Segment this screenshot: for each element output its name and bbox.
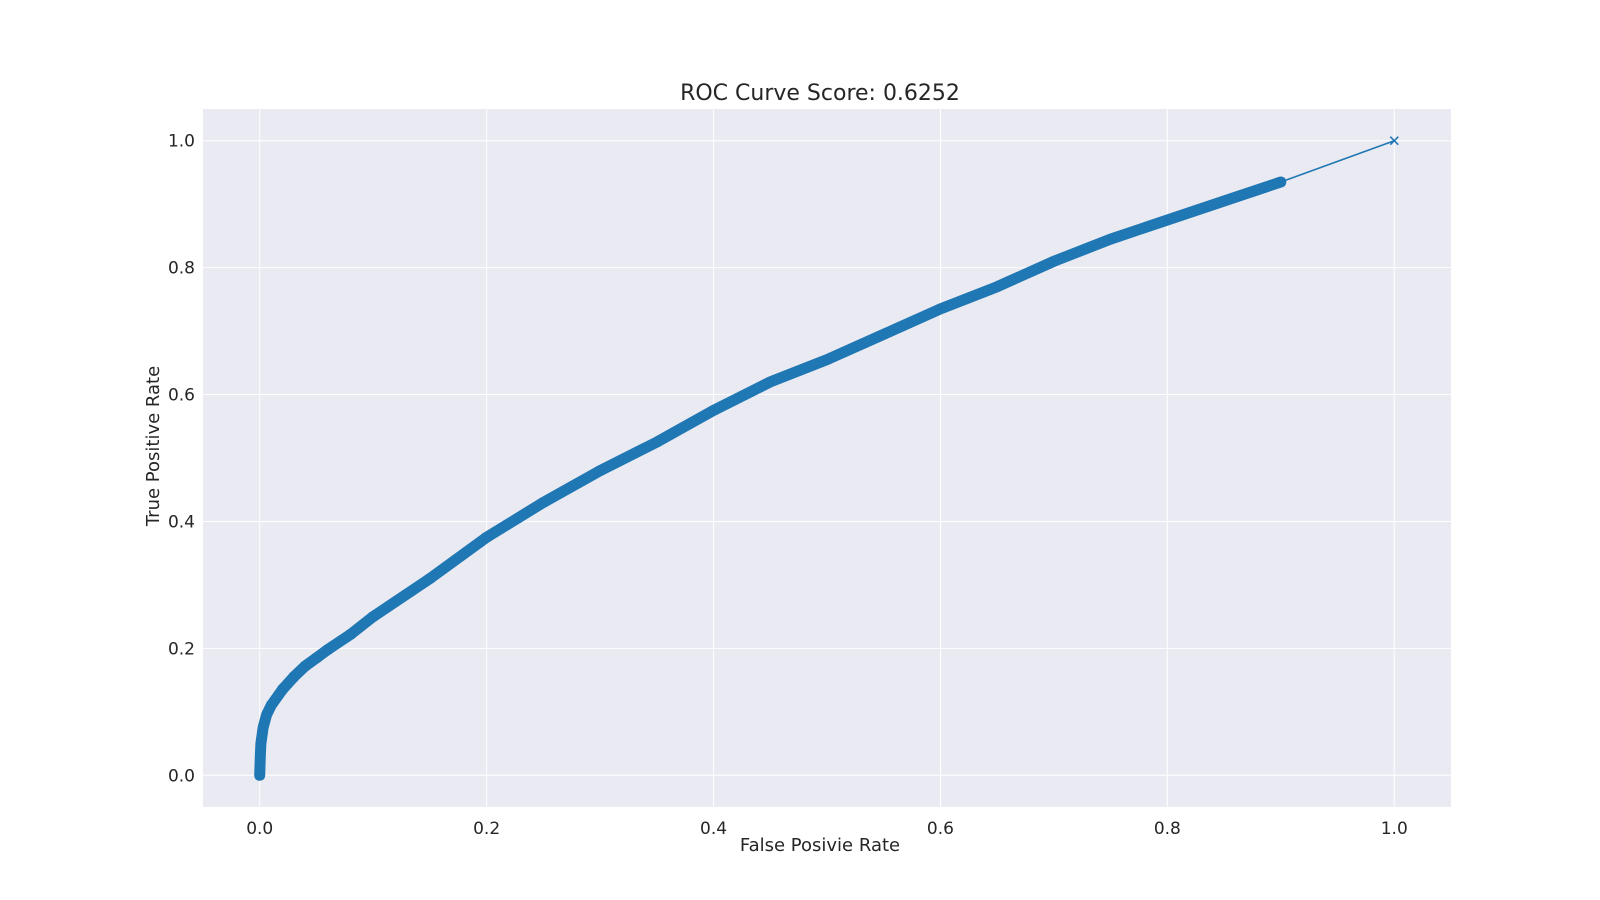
roc-point-marker xyxy=(311,653,322,663)
chart-title: ROC Curve Score: 0.6252 xyxy=(680,81,960,106)
roc-point-marker xyxy=(323,645,333,655)
x-tick-labels: 0.0 0.2 0.4 0.6 0.8 1.0 xyxy=(246,819,1408,839)
x-tick-label: 0.8 xyxy=(1154,819,1181,839)
roc-curve-line xyxy=(1280,139,1395,183)
roc-point-marker xyxy=(595,466,605,476)
roc-point-marker xyxy=(538,497,548,507)
roc-point-marker xyxy=(255,751,265,761)
roc-point-marker xyxy=(1219,196,1229,206)
roc-point-marker xyxy=(258,723,268,733)
roc-point-marker xyxy=(277,685,287,695)
roc-point-marker xyxy=(1162,215,1172,225)
y-tick-label: 0.0 xyxy=(168,766,195,786)
roc-endpoint-marker xyxy=(1389,136,1399,146)
y-tick-label: 0.2 xyxy=(168,639,195,659)
roc-point-marker xyxy=(1106,234,1116,244)
y-tick-label: 1.0 xyxy=(168,132,195,152)
roc-point-marker xyxy=(255,770,265,780)
roc-point-marker xyxy=(992,282,1002,292)
grid-lines xyxy=(203,109,1451,807)
y-tick-label: 0.6 xyxy=(168,386,195,406)
x-tick-label: 0.2 xyxy=(473,819,500,839)
roc-point-marker xyxy=(425,573,435,584)
roc-point-marker xyxy=(266,700,276,711)
x-tick-label: 0.4 xyxy=(700,819,727,839)
roc-point-marker xyxy=(368,612,378,622)
series-layer xyxy=(254,136,1399,781)
x-tick-label: 0.0 xyxy=(246,819,273,839)
y-tick-label: 0.4 xyxy=(168,512,195,532)
roc-point-marker xyxy=(1049,256,1059,266)
y-axis-label: True Positive Rate xyxy=(143,366,164,527)
roc-point-marker xyxy=(765,377,775,387)
roc-point-marker xyxy=(289,672,299,682)
roc-point-marker xyxy=(261,710,272,720)
roc-point-marker xyxy=(345,629,356,639)
roc-point-marker xyxy=(256,738,266,749)
roc-point-marker xyxy=(482,532,492,542)
roc-point-marker xyxy=(879,329,889,339)
y-tick-label: 0.8 xyxy=(168,259,195,279)
plot-area-background xyxy=(203,109,1451,807)
x-axis-label: False Posivie Rate xyxy=(740,835,900,856)
x-tick-label: 1.0 xyxy=(1381,819,1408,839)
roc-point-marker xyxy=(1276,177,1286,187)
roc-point-marker xyxy=(300,661,310,671)
roc-point-marker xyxy=(935,304,946,314)
roc-point-marker xyxy=(652,437,662,447)
roc-point-marker xyxy=(708,405,719,415)
x-tick-label: 0.6 xyxy=(927,819,954,839)
roc-point-marker xyxy=(822,355,832,365)
y-tick-labels: 0.0 0.2 0.4 0.6 0.8 1.0 xyxy=(168,132,195,787)
